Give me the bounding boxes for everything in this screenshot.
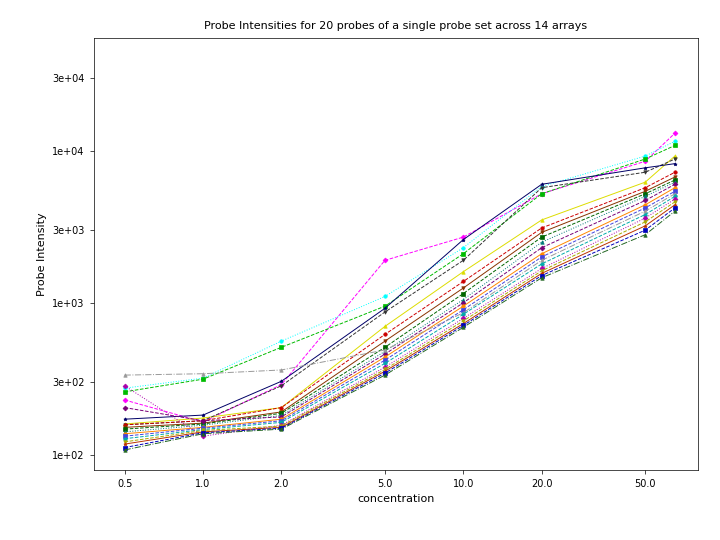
Title: Probe Intensities for 20 probes of a single probe set across 14 arrays: Probe Intensities for 20 probes of a sin…	[204, 22, 588, 31]
X-axis label: concentration: concentration	[357, 495, 435, 504]
Y-axis label: Probe Intensity: Probe Intensity	[37, 212, 47, 295]
